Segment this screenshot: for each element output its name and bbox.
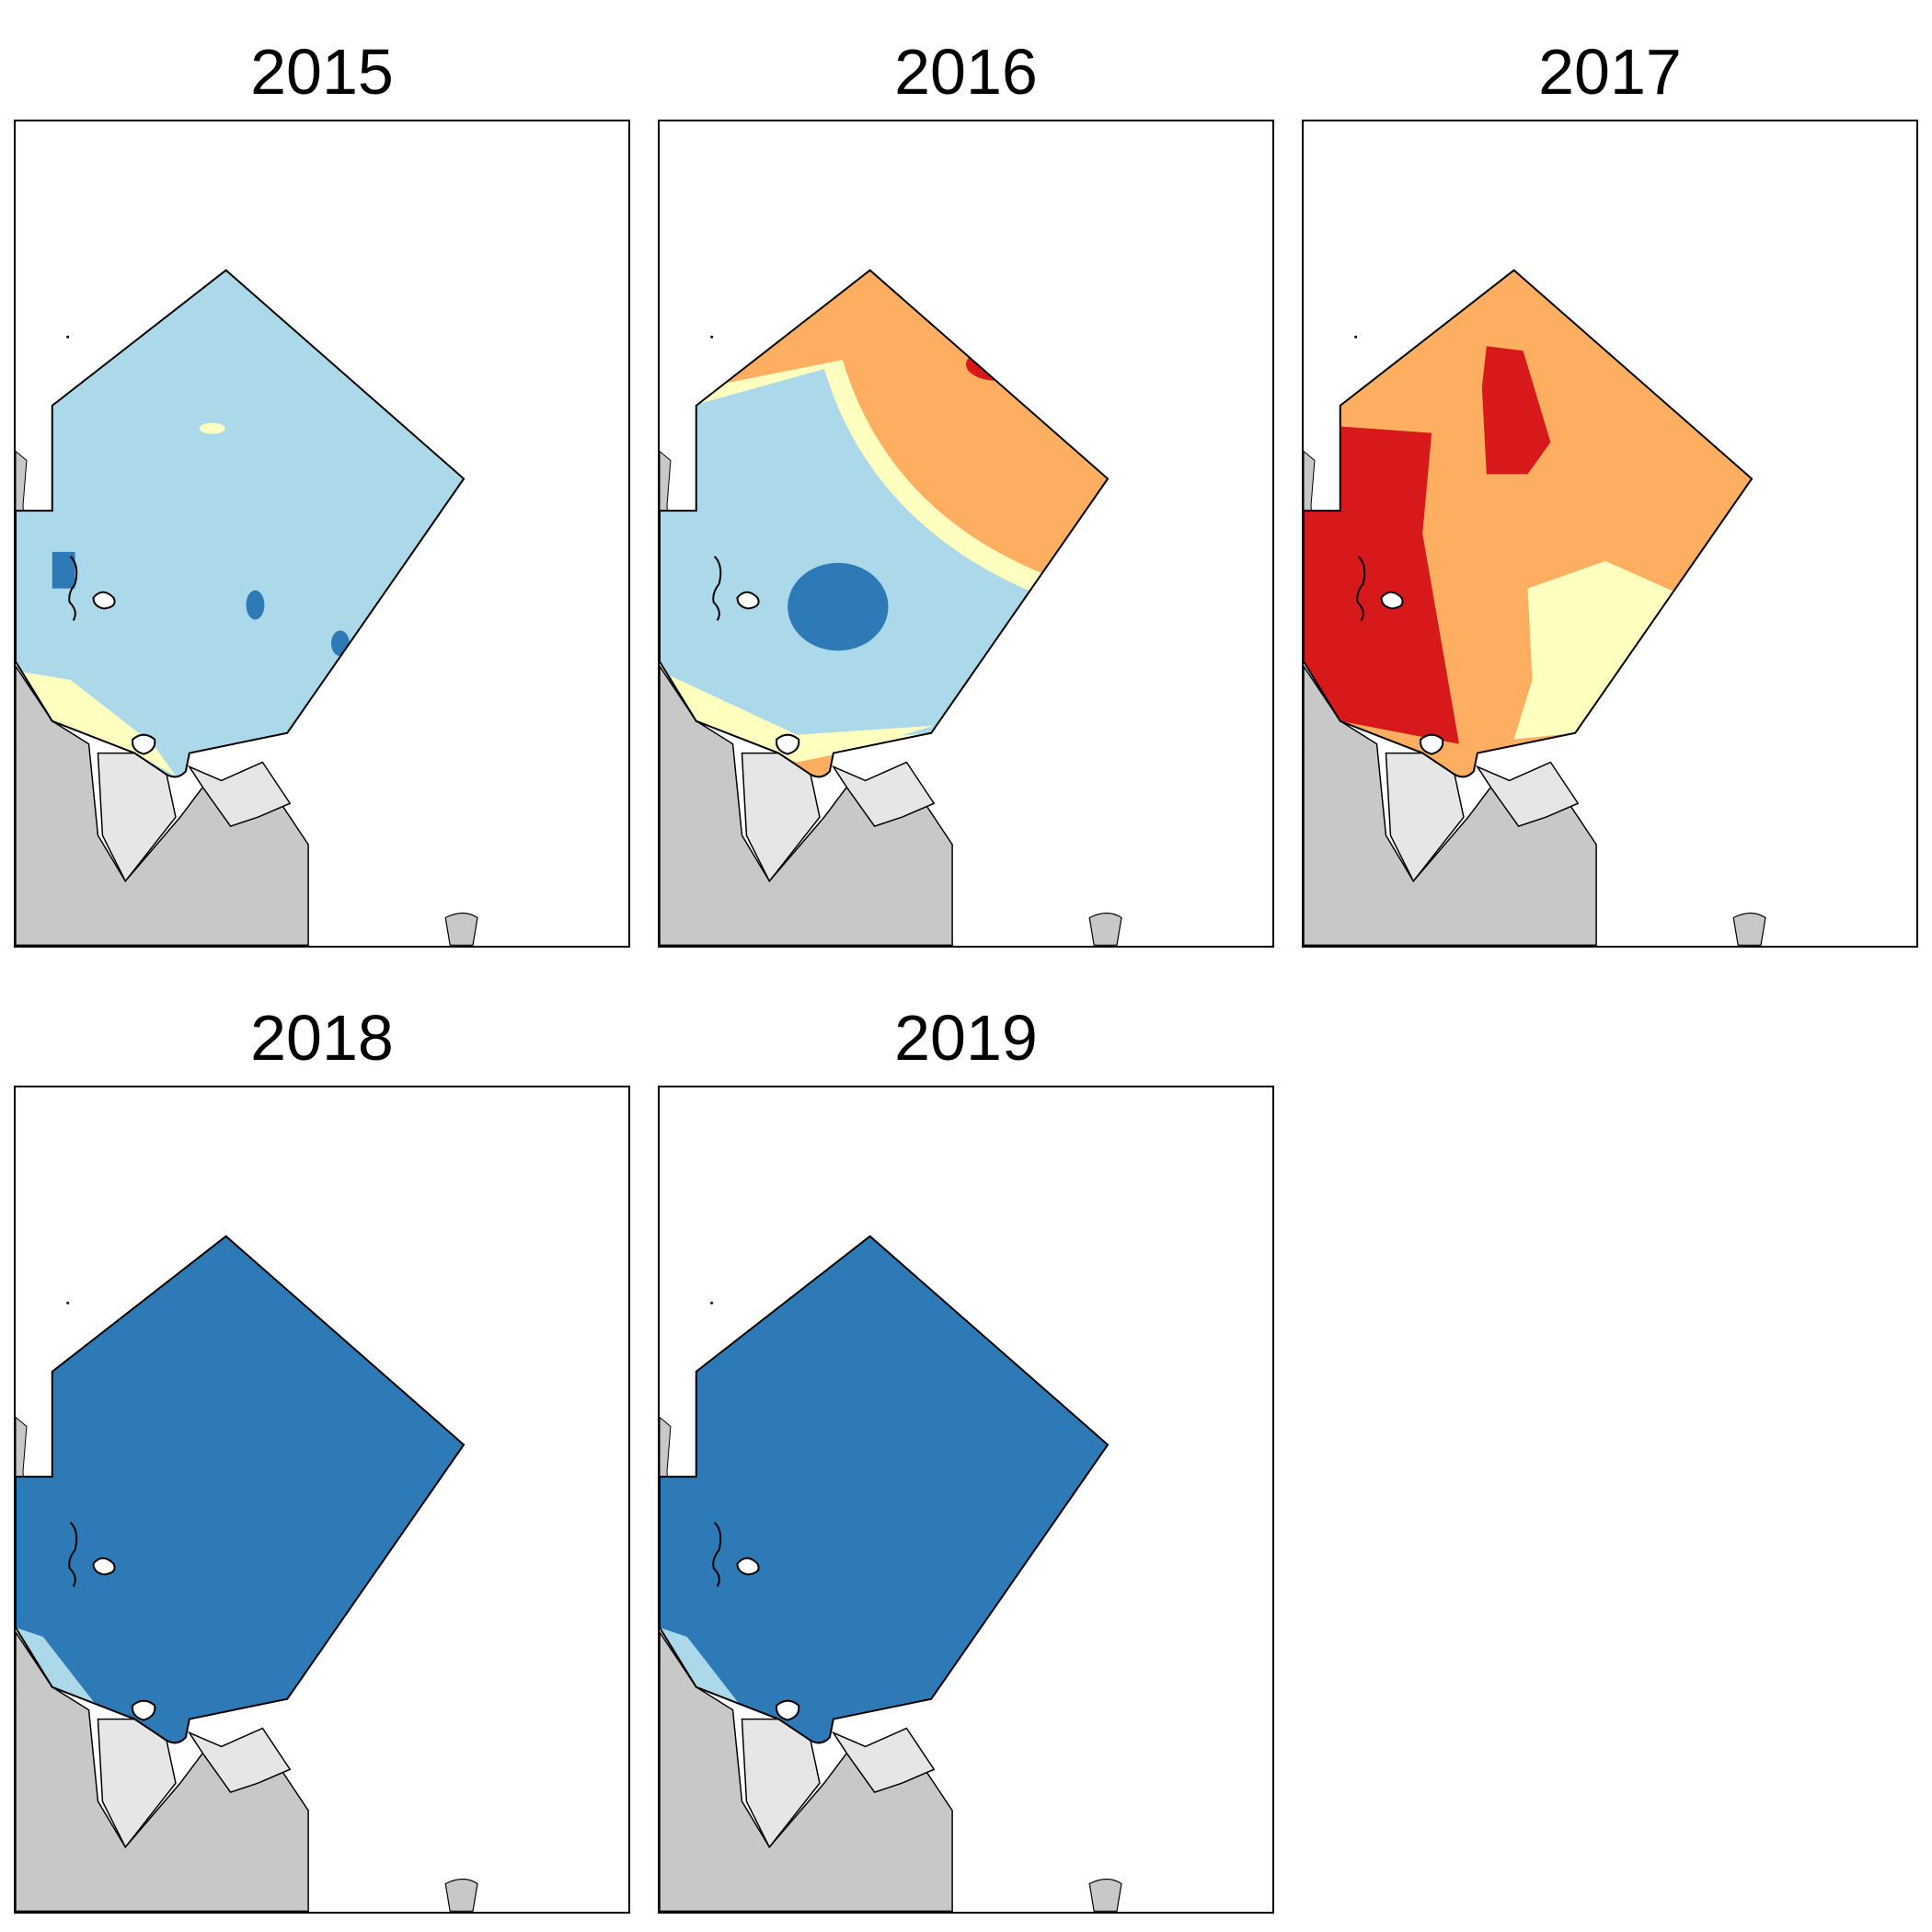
land-base bbox=[660, 1416, 1122, 1912]
study-area-outline bbox=[660, 1235, 1110, 1744]
map-svg-2017 bbox=[1304, 269, 1766, 946]
land-islet-southeast bbox=[1088, 912, 1122, 946]
island-main bbox=[92, 591, 116, 610]
island-south bbox=[775, 733, 800, 755]
map-panel-2015 bbox=[14, 120, 630, 948]
land-peninsula-east bbox=[831, 1727, 936, 1793]
zone-light-blue-coast bbox=[16, 1627, 108, 1719]
land-islet-southeast bbox=[444, 912, 478, 946]
study-area-outline bbox=[16, 1235, 466, 1744]
zone-dark-blue-spot bbox=[246, 590, 265, 620]
island-south bbox=[775, 1699, 800, 1721]
land-base bbox=[1304, 450, 1766, 946]
map-svg-2019 bbox=[660, 1235, 1122, 1912]
outline bbox=[16, 269, 466, 778]
land-islet-southeast bbox=[1088, 1878, 1122, 1912]
outline bbox=[16, 1235, 466, 1744]
island-south bbox=[1419, 733, 1444, 755]
map-svg-2016 bbox=[660, 269, 1122, 946]
island-chain bbox=[712, 556, 722, 621]
study-area-outline bbox=[660, 269, 1110, 778]
zone-light-blue-coast bbox=[660, 1627, 752, 1719]
land-peninsula-east bbox=[187, 761, 292, 827]
island-chain bbox=[712, 1522, 722, 1587]
map-panel-2018 bbox=[14, 1086, 630, 1914]
zone-dark-blue-core bbox=[788, 562, 889, 651]
island-chain bbox=[68, 556, 78, 621]
panel-title-2017: 2017 bbox=[1538, 36, 1682, 108]
outline bbox=[660, 269, 1110, 778]
panel-title-2015: 2015 bbox=[250, 36, 394, 108]
islet-dot bbox=[66, 1301, 70, 1305]
island-main bbox=[736, 1557, 760, 1576]
panel-title-2019: 2019 bbox=[894, 1002, 1038, 1074]
study-area-outline bbox=[1304, 269, 1754, 778]
island-south bbox=[131, 1699, 156, 1721]
island-south bbox=[131, 733, 156, 755]
islet-dot bbox=[66, 335, 70, 339]
islet-dot bbox=[1354, 335, 1358, 339]
map-svg-2015 bbox=[16, 269, 478, 946]
panel-title-2016: 2016 bbox=[894, 36, 1038, 108]
map-svg-2018 bbox=[16, 1235, 478, 1912]
zone-yellow-spot bbox=[199, 422, 225, 434]
islet-dot bbox=[710, 335, 714, 339]
panel-title-2018: 2018 bbox=[250, 1002, 394, 1074]
map-panel-2017 bbox=[1302, 120, 1918, 948]
map-panel-2016 bbox=[658, 120, 1274, 948]
islet-dot bbox=[710, 1301, 714, 1305]
zone-dark-blue-spot-east bbox=[330, 630, 350, 657]
zone-red-patch bbox=[966, 348, 1030, 381]
zone-yellow-coast bbox=[660, 671, 935, 763]
island-chain bbox=[1356, 556, 1366, 621]
zone-red-west bbox=[1304, 423, 1459, 744]
land-peninsula-east bbox=[831, 761, 936, 827]
land-islet-southeast bbox=[444, 1878, 478, 1912]
land-base bbox=[660, 450, 1122, 946]
land-islet-southeast bbox=[1732, 912, 1766, 946]
land-peninsula-east bbox=[187, 1727, 292, 1793]
outline bbox=[1304, 269, 1754, 778]
island-chain bbox=[68, 1522, 78, 1587]
island-main bbox=[1380, 591, 1404, 610]
island-main bbox=[92, 1557, 116, 1576]
study-area-outline bbox=[16, 269, 466, 778]
map-panel-2019 bbox=[658, 1086, 1274, 1914]
outline bbox=[660, 1235, 1110, 1744]
zone-yellow-east bbox=[1513, 560, 1688, 740]
land-peninsula-east bbox=[1475, 761, 1580, 827]
zone-red-north bbox=[1481, 346, 1551, 475]
island-main bbox=[736, 591, 760, 610]
